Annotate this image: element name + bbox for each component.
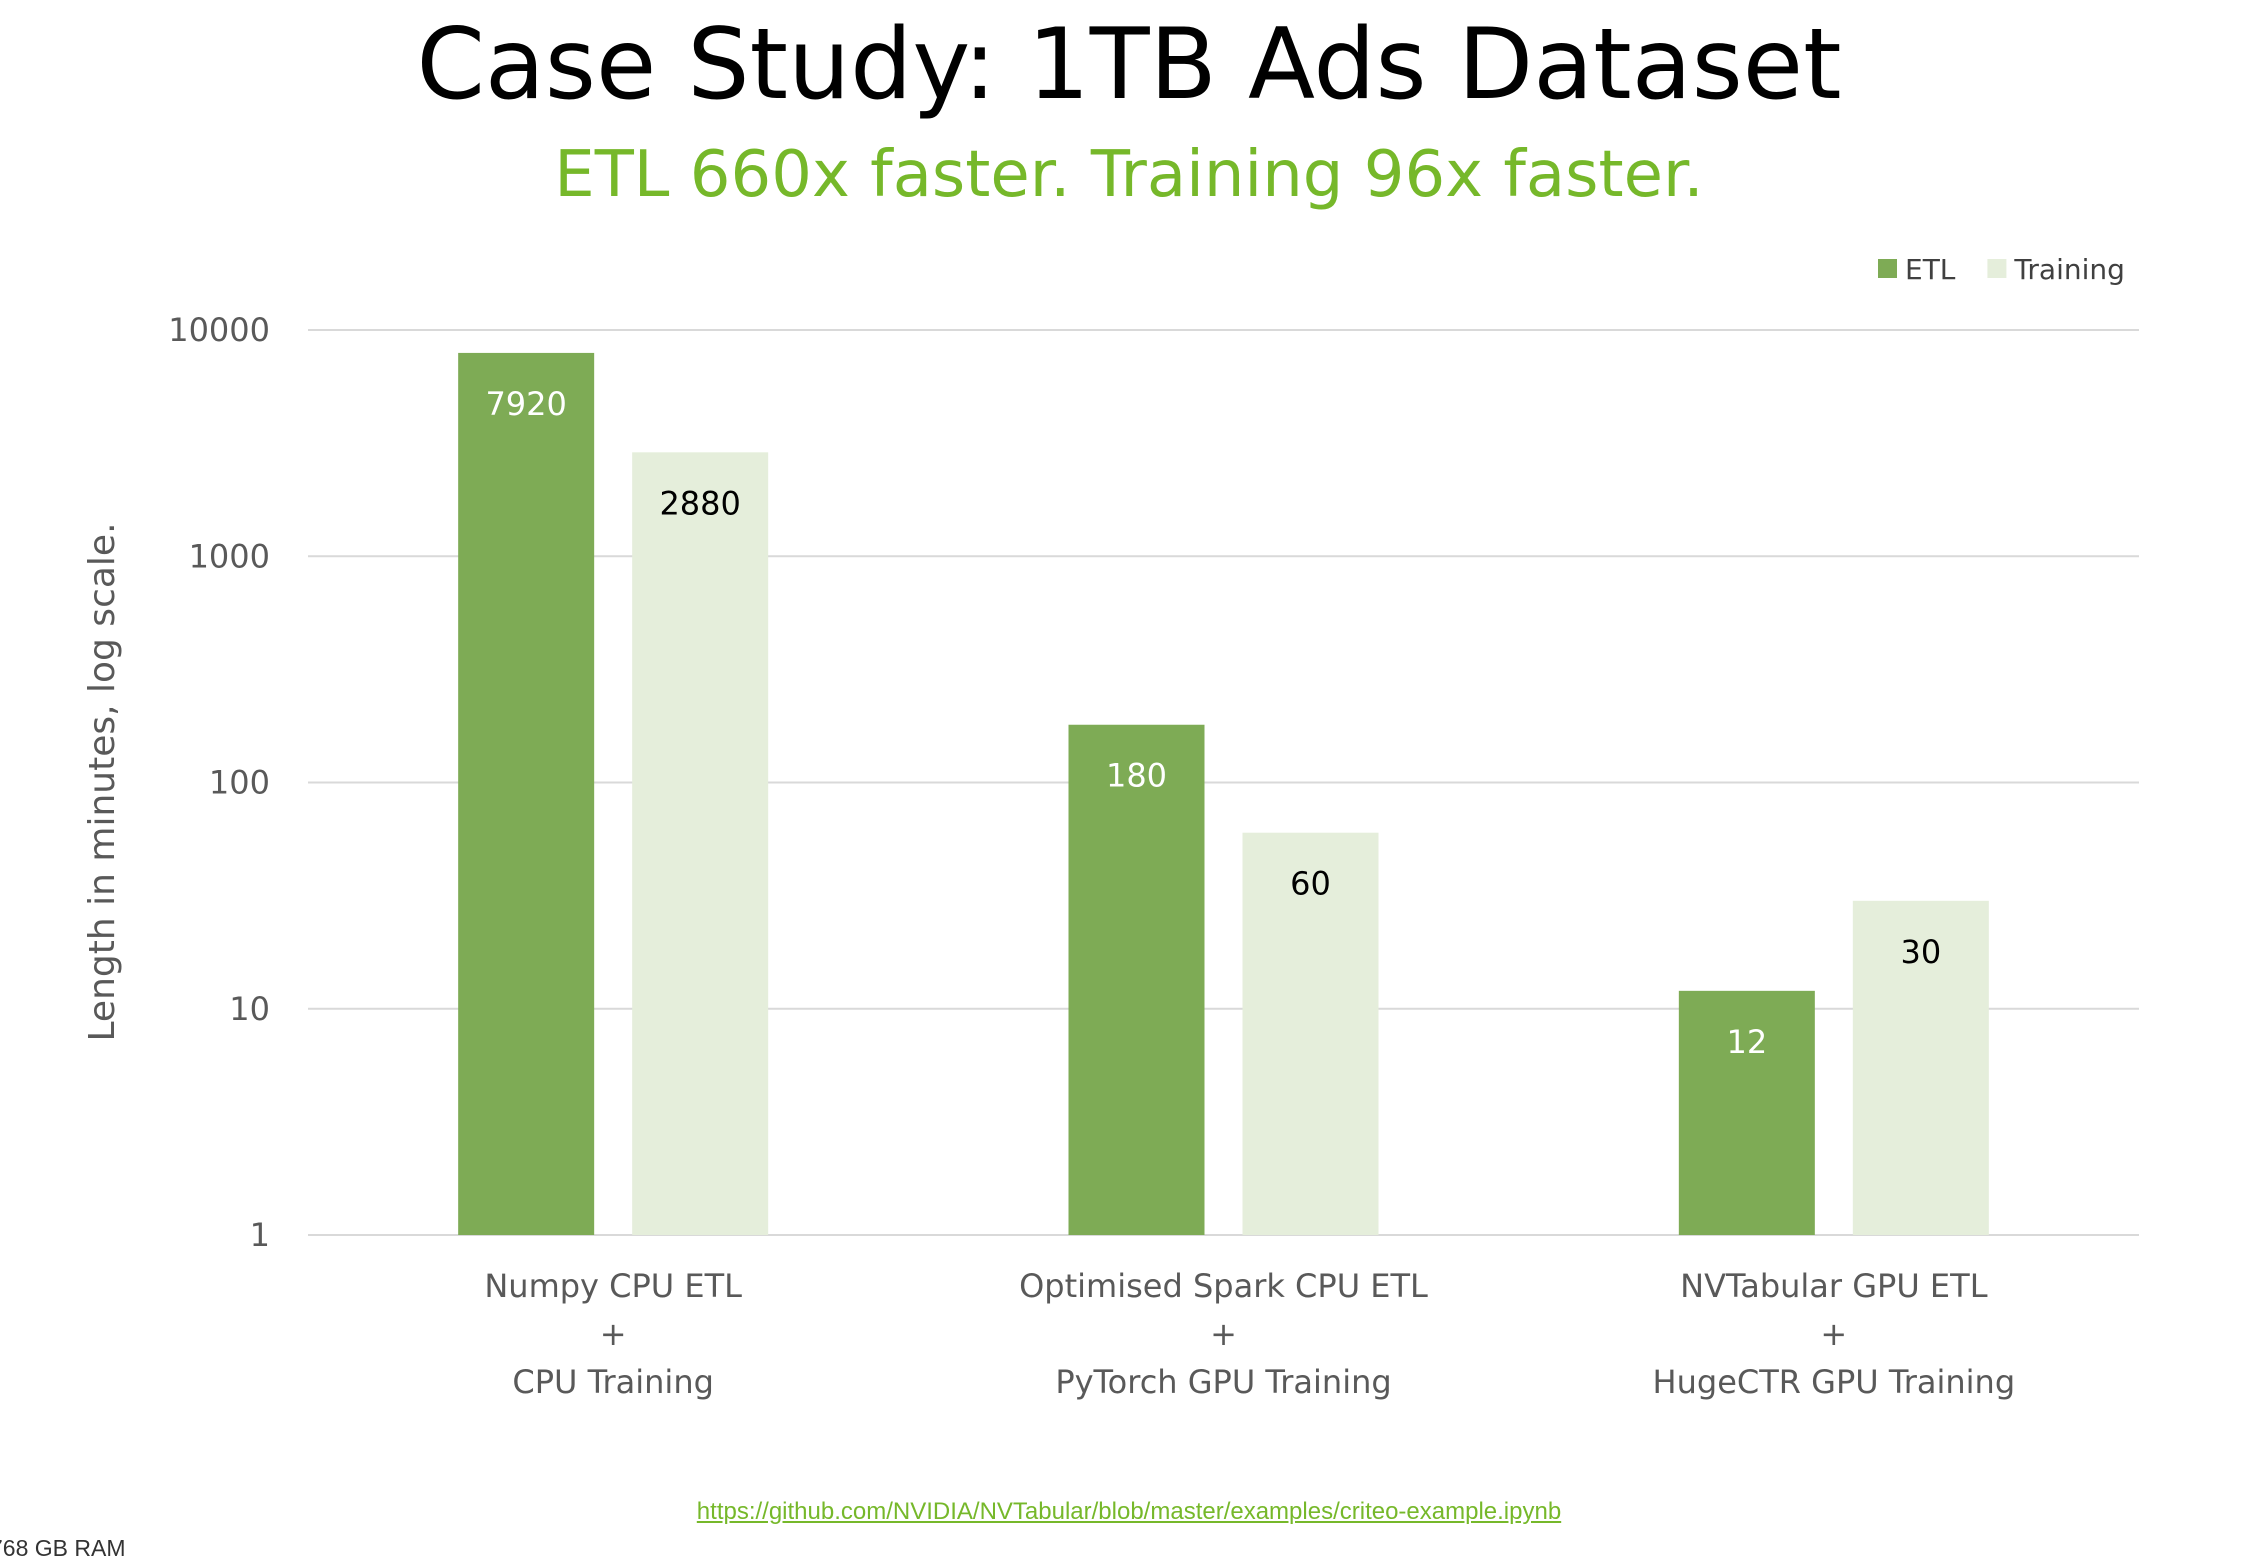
data-label: 12 (1726, 1023, 1767, 1061)
x-tick-label: CPU Training (512, 1363, 714, 1401)
x-tick-label: NVTabular GPU ETL (1680, 1267, 1988, 1305)
bar-etl (1068, 724, 1205, 1235)
x-tick-label: PyTorch GPU Training (1055, 1363, 1391, 1401)
x-tick-label: Optimised Spark CPU ETL (1019, 1267, 1428, 1305)
bar-training (1852, 900, 1989, 1235)
y-axis-label: Length in minutes, log scale. (82, 522, 123, 1041)
data-label: 7920 (485, 385, 566, 423)
x-tick-label: + (1820, 1315, 1847, 1353)
x-tick-label: + (600, 1315, 627, 1353)
bar-etl (458, 352, 595, 1235)
bar-training (1242, 832, 1379, 1235)
legend-label: ETL (1905, 253, 1956, 286)
bar-training (632, 452, 769, 1235)
x-tick-label: Numpy CPU ETL (484, 1267, 742, 1305)
data-label: 2880 (659, 484, 740, 522)
data-label: 60 (1290, 865, 1331, 903)
data-label: 30 (1900, 933, 1941, 971)
legend-swatch-etl (1878, 259, 1897, 278)
chart-subtitle: ETL 660x faster. Training 96x faster. (554, 138, 1704, 212)
x-tick-label: + (1210, 1315, 1237, 1353)
x-tick-label: HugeCTR GPU Training (1653, 1363, 2016, 1401)
y-tick-label: 10 (229, 990, 270, 1028)
source-link[interactable]: https://github.com/NVIDIA/NVTabular/blob… (696, 1498, 1562, 1525)
legend-swatch-training (1987, 259, 2007, 278)
y-tick-label: 1 (250, 1216, 270, 1254)
bar-etl (1678, 990, 1815, 1235)
y-tick-label: 1000 (189, 537, 270, 575)
y-tick-label: 10000 (168, 311, 270, 349)
chart-title: Case Study: 1TB Ads Dataset (416, 8, 1842, 122)
legend-label: Training (2013, 253, 2124, 286)
data-label: 180 (1106, 757, 1167, 795)
y-tick-label: 100 (209, 764, 270, 802)
footnote: 768 GB RAM (0, 1535, 126, 1561)
